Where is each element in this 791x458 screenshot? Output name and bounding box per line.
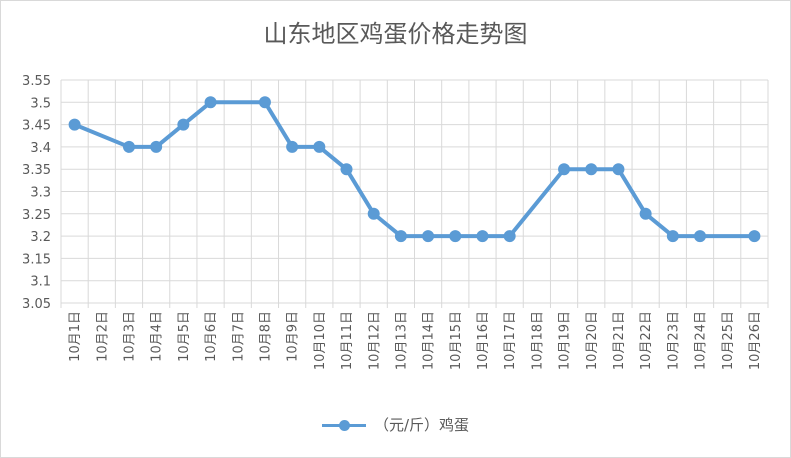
x-tick-label: 10月13日 (394, 311, 409, 370)
x-tick-label: 10月22日 (639, 311, 654, 370)
x-tick-label: 10月4日 (150, 311, 165, 362)
x-tick-label: 10月1日 (68, 311, 83, 362)
data-point (558, 163, 571, 176)
x-tick-label: 10月21日 (612, 311, 627, 370)
y-tick-label: 3.15 (22, 252, 51, 267)
data-point (313, 140, 326, 153)
x-tick-label: 10月5日 (177, 311, 192, 362)
y-tick-label: 3.35 (22, 163, 51, 178)
series-line (72, 100, 757, 239)
y-tick-label: 3.3 (30, 186, 51, 201)
x-tick-label: 10月14日 (422, 311, 437, 370)
data-point (68, 118, 81, 131)
data-point (286, 140, 299, 153)
data-point (612, 163, 625, 176)
x-tick-label: 10月26日 (748, 311, 763, 370)
y-tick-label: 3.5 (30, 96, 51, 111)
legend-swatch-icon (321, 418, 366, 432)
data-point (639, 207, 652, 220)
x-tick-label: 10月16日 (476, 311, 491, 370)
data-point (585, 163, 598, 176)
x-tick-label: 10月2日 (95, 311, 110, 362)
x-tick-label: 10月17日 (503, 311, 518, 370)
y-tick-label: 3.4 (30, 141, 51, 156)
x-tick-label: 10月23日 (666, 311, 681, 370)
y-tick-label: 3.25 (22, 208, 51, 223)
data-point (449, 230, 462, 243)
data-point (340, 163, 353, 176)
x-tick-label: 10月24日 (694, 311, 709, 370)
y-tick-label: 3.2 (30, 230, 51, 245)
legend-label: （元/斤）鸡蛋 (373, 416, 470, 434)
x-tick-label: 10月3日 (123, 311, 138, 362)
data-point (204, 96, 217, 109)
x-tick-label: 10月18日 (530, 311, 545, 370)
x-tick-label: 10月6日 (204, 311, 219, 362)
x-tick-label: 10月25日 (721, 311, 736, 370)
x-tick-label: 10月11日 (340, 311, 355, 370)
data-point (122, 140, 135, 153)
y-tick-label: 3.1 (30, 275, 51, 290)
chart-title: 山东地区鸡蛋价格走势图 (263, 20, 528, 48)
x-tick-label: 10月12日 (367, 311, 382, 370)
x-tick-label: 10月15日 (449, 311, 464, 370)
data-point (422, 230, 435, 243)
x-tick-label: 10月8日 (258, 311, 273, 362)
x-tick-label: 10月9日 (286, 311, 301, 362)
y-tick-label: 3.05 (22, 297, 51, 312)
y-tick-label: 3.55 (22, 74, 51, 89)
data-point (694, 230, 707, 243)
data-point (476, 230, 489, 243)
data-point (150, 140, 163, 153)
y-tick-label: 3.45 (22, 119, 51, 134)
data-point (748, 230, 761, 243)
x-tick-label: 10月20日 (585, 311, 600, 370)
data-point (177, 118, 190, 131)
data-point (394, 230, 407, 243)
x-tick-label: 10月7日 (231, 311, 246, 362)
x-tick-label: 10月10日 (313, 311, 328, 370)
data-point (367, 207, 380, 220)
x-tick-label: 10月19日 (558, 311, 573, 370)
data-point (503, 230, 516, 243)
data-point (258, 96, 271, 109)
legend: （元/斤）鸡蛋 (0, 414, 791, 435)
data-point (666, 230, 679, 243)
